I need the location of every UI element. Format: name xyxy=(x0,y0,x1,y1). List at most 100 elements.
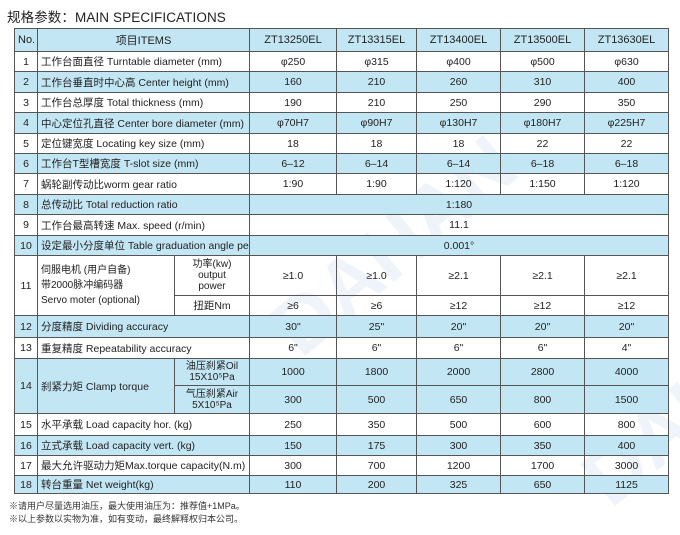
table-row: 17 最大允许驱动力矩Max.torque capacity(N.m) 300 700… xyxy=(14,455,669,476)
cell: 20" xyxy=(500,315,585,338)
row-no: 15 xyxy=(14,413,38,436)
cell: 150 xyxy=(249,435,337,456)
power-label-line: power xyxy=(198,281,226,292)
cell: 600 xyxy=(500,413,585,436)
cell: 1700 xyxy=(500,455,585,476)
row-no: 16 xyxy=(14,435,38,456)
row-item: 工作台垂直时中心高 Center height (mm) xyxy=(37,71,250,93)
row-no: 10 xyxy=(14,235,38,256)
header-row: No. 项目ITEMS ZT13250EL ZT13315EL ZT13400E… xyxy=(14,28,669,52)
cell: 200 xyxy=(336,475,417,494)
servo-item-line: 带2000脉冲编码器 xyxy=(41,280,124,291)
row-item: 工作台最高转速 Max. speed (r/min) xyxy=(37,214,250,236)
row-item: 水平承载 Load capacity hor. (kg) xyxy=(37,413,250,436)
cell: φ500 xyxy=(500,51,585,72)
cell: ≥2.1 xyxy=(500,255,585,296)
table-row: 9 工作台最高转速 Max. speed (r/min) 11.1 xyxy=(14,214,669,236)
table-row: 3 工作台总厚度 Total thickness (mm) 190 210 250 290… xyxy=(14,92,669,113)
power-label: 功率(kw) output power xyxy=(174,255,250,296)
table-row: 4 中心定位孔直径 Center bore diameter (mm) φ70H7 φ… xyxy=(14,112,669,134)
cell: 1000 xyxy=(249,358,337,386)
row-no: 14 xyxy=(14,358,38,414)
specifications-table: No. 项目ITEMS ZT13250EL ZT13315EL ZT13400E… xyxy=(14,28,669,494)
cell: 6–14 xyxy=(416,153,501,174)
cell: 400 xyxy=(584,435,669,456)
cell: ≥6 xyxy=(336,295,417,316)
row-no: 11 xyxy=(14,255,38,316)
cell: 300 xyxy=(249,385,337,414)
cell: 4000 xyxy=(584,358,669,386)
torque-label: 扭距Nm xyxy=(174,295,250,316)
cell-merged: 11.1 xyxy=(249,214,669,236)
cell: 650 xyxy=(416,385,501,414)
cell: 260 xyxy=(416,71,501,93)
cell: 800 xyxy=(584,413,669,436)
cell: φ315 xyxy=(336,51,417,72)
row-item: 重复精度 Repeatability accuracy xyxy=(37,337,250,359)
cell: 2800 xyxy=(500,358,585,386)
oil-label-line: 15X10⁵Pa xyxy=(189,372,235,383)
cell: 325 xyxy=(416,475,501,494)
table-row: 15 水平承载 Load capacity hor. (kg) 250 350 500 6… xyxy=(14,413,669,436)
cell: 210 xyxy=(336,71,417,93)
cell: 350 xyxy=(336,413,417,436)
row-item: 设定最小分度单位 Table graduation angle per puls… xyxy=(37,235,250,256)
cell: ≥1.0 xyxy=(249,255,337,296)
row-item: 最大允许驱动力矩Max.torque capacity(N.m) xyxy=(37,455,250,476)
cell: 290 xyxy=(500,92,585,113)
header-model: ZT13630EL xyxy=(584,28,669,52)
cell: φ400 xyxy=(416,51,501,72)
cell: ≥12 xyxy=(500,295,585,316)
cell: 6–18 xyxy=(500,153,585,174)
cell: 1:120 xyxy=(416,173,501,195)
cell: 650 xyxy=(500,475,585,494)
page-title: 规格参数：MAIN SPECIFICATIONS xyxy=(7,10,226,25)
cell: φ630 xyxy=(584,51,669,72)
cell: 18 xyxy=(416,133,501,154)
cell: 6–12 xyxy=(249,153,337,174)
cell-merged: 0.001° xyxy=(249,235,669,256)
row-no: 13 xyxy=(14,337,38,359)
cell: 300 xyxy=(416,435,501,456)
cell: 18 xyxy=(336,133,417,154)
row-no: 9 xyxy=(14,214,38,236)
header-items: 项目ITEMS xyxy=(37,28,250,52)
cell: 500 xyxy=(336,385,417,414)
row-no: 2 xyxy=(14,71,38,93)
cell: 30" xyxy=(249,315,337,338)
cell: 6" xyxy=(416,337,501,359)
power-label-line: 功率(kw) xyxy=(192,259,232,270)
cell: 1:120 xyxy=(584,173,669,195)
row-no: 5 xyxy=(14,133,38,154)
header-model: ZT13250EL xyxy=(249,28,337,52)
cell: 350 xyxy=(584,92,669,113)
cell: 250 xyxy=(249,413,337,436)
cell: ≥2.1 xyxy=(416,255,501,296)
cell-merged: 1:180 xyxy=(249,194,669,215)
cell: 6–14 xyxy=(336,153,417,174)
air-label-line: 气压刹紧Air xyxy=(185,388,239,400)
cell: 4" xyxy=(584,337,669,359)
cell: 175 xyxy=(336,435,417,456)
cell: 210 xyxy=(336,92,417,113)
footnotes: ※请用户尽量选用油压，最大使用油压为：推荐值+1MPa。 ※以上参数以实物为准，… xyxy=(9,500,245,526)
row-no: 17 xyxy=(14,455,38,476)
cell: 6–18 xyxy=(584,153,669,174)
row-item: 蜗轮副传动比worm gear ratio xyxy=(37,173,250,195)
air-label-line: 5X10⁵Pa xyxy=(192,399,232,411)
header-model: ZT13400EL xyxy=(416,28,501,52)
footnote: ※请用户尽量选用油压，最大使用油压为：推荐值+1MPa。 xyxy=(9,501,245,511)
row-item: 工作台T型槽宽度 T-slot size (mm) xyxy=(37,153,250,174)
oil-label: 油压刹紧Oil 15X10⁵Pa xyxy=(174,358,250,386)
row-no: 12 xyxy=(14,315,38,338)
cell: 110 xyxy=(249,475,337,494)
table-row-clamp-air: 气压刹紧Air 5X10⁵Pa 300 500 650 800 1500 xyxy=(15,385,669,414)
cell: φ250 xyxy=(249,51,337,72)
cell: 1:90 xyxy=(249,173,337,195)
table-row-clamp-oil: 14 刹紧力矩 Clamp torque 油压刹紧Oil 15X10⁵Pa 100… xyxy=(14,358,669,414)
cell: 6" xyxy=(336,337,417,359)
cell: ≥6 xyxy=(249,295,337,316)
cell: 6" xyxy=(500,337,585,359)
servo-item-line: 伺服电机 (用户自备) xyxy=(41,265,131,276)
